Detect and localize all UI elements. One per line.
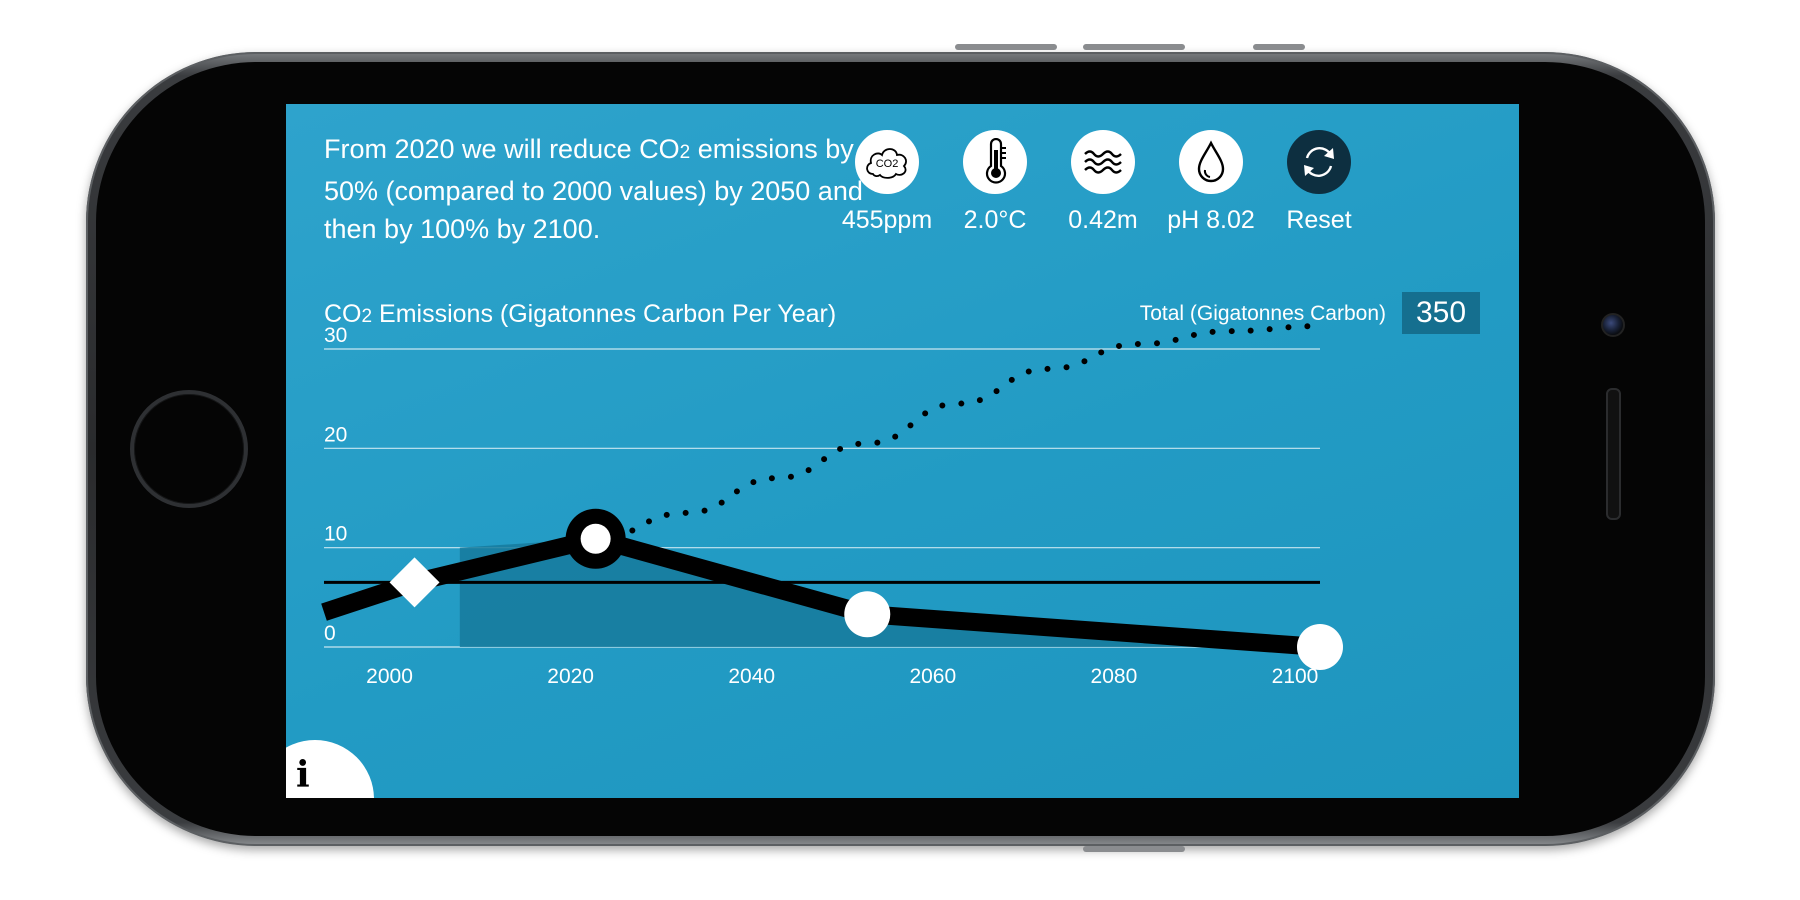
chart-title-prefix: CO: [324, 300, 362, 328]
ring-marker-inner: [580, 523, 611, 554]
sea-level-indicator[interactable]: 0.42m: [1053, 130, 1153, 235]
total-label: Total (Gigatonnes Carbon): [1139, 302, 1386, 325]
temperature-indicator[interactable]: 2.0°C: [945, 130, 1045, 235]
headline-text-rest: emissions by 50% (compared to 2000 value…: [324, 134, 863, 244]
projection-dotted-line: [592, 323, 1323, 542]
temperature-value: 2.0°C: [963, 206, 1027, 234]
ph-indicator[interactable]: pH 8.02: [1161, 130, 1261, 235]
thermometer-icon: [963, 130, 1027, 194]
x-tick-label: 2100: [1272, 665, 1319, 688]
camera: [1601, 313, 1625, 337]
side-button: [1083, 846, 1185, 852]
waves-icon: [1071, 130, 1135, 194]
co2-cloud-icon: CO2: [855, 130, 919, 194]
reset-label: Reset: [1286, 206, 1352, 234]
headline-subscript: 2: [679, 142, 691, 163]
chart-title: CO2 Emissions (Gigatonnes Carbon Per Yea…: [324, 300, 836, 329]
volume-button: [1083, 44, 1185, 50]
emissions-chart[interactable]: 0 10 20 30 2000 2020 2040 2060 2080 2100: [286, 104, 1519, 798]
co2-icon-text: CO2: [876, 158, 899, 170]
y-tick-label: 0: [324, 622, 336, 645]
power-button: [1253, 44, 1305, 50]
circle-marker: [844, 591, 891, 638]
droplet-icon: [1179, 130, 1243, 194]
x-tick-label: 2060: [909, 665, 956, 688]
x-tick-label: 2020: [547, 665, 594, 688]
info-icon: i: [296, 754, 310, 796]
headline-text: From 2020 we will reduce CO: [324, 134, 680, 164]
y-tick-label: 20: [324, 423, 347, 446]
x-tick-label: 2040: [728, 665, 775, 688]
reset-button[interactable]: Reset: [1269, 130, 1369, 235]
ph-value: pH 8.02: [1167, 206, 1255, 234]
home-button[interactable]: [130, 390, 248, 508]
circle-marker: [1297, 624, 1343, 670]
chart-title-subscript: 2: [361, 306, 373, 327]
diamond-marker: [389, 557, 440, 608]
app-screen: From 2020 we will reduce CO2 emissions b…: [286, 104, 1519, 798]
reset-icon: [1287, 130, 1351, 194]
sea-level-value: 0.42m: [1068, 206, 1138, 234]
volume-button: [955, 44, 1057, 50]
co2-indicator[interactable]: CO2 455ppm: [837, 130, 937, 235]
chart-title-rest: Emissions (Gigatonnes Carbon Per Year): [372, 300, 837, 328]
x-tick-label: 2080: [1091, 665, 1138, 688]
y-tick-label: 10: [324, 523, 347, 546]
total-value: 350: [1402, 292, 1480, 334]
speaker: [1606, 388, 1621, 520]
x-tick-label: 2000: [366, 665, 413, 688]
y-tick-label: 30: [324, 324, 347, 347]
co2-value: 455ppm: [841, 206, 933, 234]
scenario-description: From 2020 we will reduce CO2 emissions b…: [324, 130, 884, 248]
